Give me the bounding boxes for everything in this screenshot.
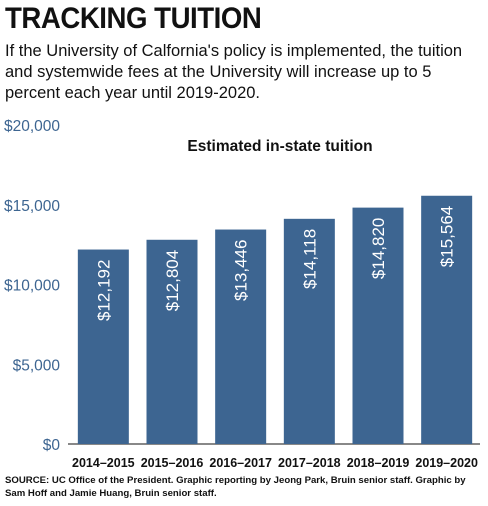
bar-value-label: $14,820 [369, 218, 388, 279]
x-category-label: 2018–2019 [347, 456, 410, 470]
bar-value-label: $12,192 [94, 260, 113, 321]
y-tick-label: $15,000 [4, 198, 60, 215]
bar-value-label: $12,804 [163, 250, 182, 311]
chart-title: Estimated in-state tuition [187, 138, 372, 155]
headline: TRACKING TUITION [5, 2, 262, 35]
source-credit: SOURCE: UC Office of the President. Grap… [5, 475, 466, 499]
x-category-label: 2019–2020 [415, 456, 478, 470]
bar [215, 229, 267, 444]
bar [352, 207, 404, 444]
bar [421, 195, 473, 444]
x-category-label: 2015–2016 [141, 456, 204, 470]
x-category-label: 2016–2017 [209, 456, 272, 470]
x-category-label: 2017–2018 [278, 456, 341, 470]
bar-value-label: $13,446 [232, 240, 251, 301]
dek: If the University of Calfornia's policy … [5, 42, 463, 102]
bar [146, 239, 198, 444]
bar-value-label: $15,564 [438, 206, 457, 267]
y-tick-label: $0 [43, 437, 61, 454]
bar-value-label: $14,118 [300, 229, 319, 289]
y-tick-label: $5,000 [13, 357, 61, 374]
bar-chart: Estimated in-state tuition $0 $5,000 $10,00… [4, 118, 480, 470]
bar [77, 249, 129, 444]
y-tick-label: $20,000 [4, 118, 60, 135]
y-tick-label: $10,000 [4, 278, 60, 295]
x-category-label: 2014–2015 [72, 456, 135, 470]
bar [283, 218, 335, 444]
